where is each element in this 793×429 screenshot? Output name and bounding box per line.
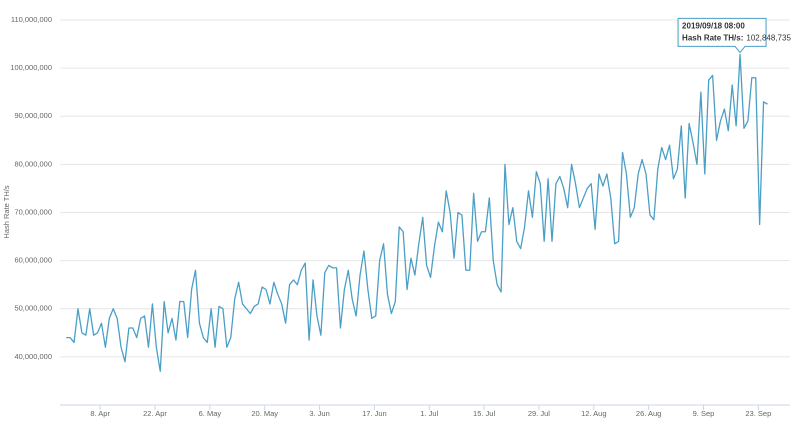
x-tick-label: 29. Jul [528,409,550,418]
tooltip-label: Hash Rate TH/s: [682,34,743,43]
y-tick-label: 70,000,000 [14,207,52,216]
x-tick-label: 17. Jun [362,409,387,418]
y-tick-label: 100,000,000 [10,63,52,72]
y-axis-title: Hash Rate TH/s [2,185,11,238]
x-tick-label: 12. Aug [581,409,606,418]
x-tick-label: 20. May [251,409,278,418]
tooltip-line: Hash Rate TH/s: 102,848,735 [682,34,791,43]
x-tick-label: 6. May [199,409,222,418]
y-tick-label: 40,000,000 [14,352,52,361]
x-tick-label: 15. Jul [473,409,495,418]
y-tick-label: 90,000,000 [14,111,52,120]
x-tick-label: 22. Apr [143,409,167,418]
tooltip-value: 102,848,735 [746,34,791,43]
x-tick-label: 9. Sep [693,409,715,418]
x-tick-label: 8. Apr [90,409,110,418]
tooltip-box [677,17,767,54]
y-tick-label: 80,000,000 [14,159,52,168]
x-tick-label: 3. Jun [309,409,329,418]
x-tick-label: 1. Jul [420,409,438,418]
data-line [66,53,768,372]
y-tick-label: 50,000,000 [14,304,52,313]
y-tick-label: 60,000,000 [14,256,52,265]
y-tick-label: 110,000,000 [11,15,52,24]
tooltip: 2019/09/18 08:00 Hash Rate TH/s: 102,848,7… [677,17,791,54]
tooltip-title: 2019/09/18 08:00 [682,22,745,31]
x-tick-label: 26. Aug [636,409,661,418]
x-tick-label: 23. Sep [745,409,771,418]
